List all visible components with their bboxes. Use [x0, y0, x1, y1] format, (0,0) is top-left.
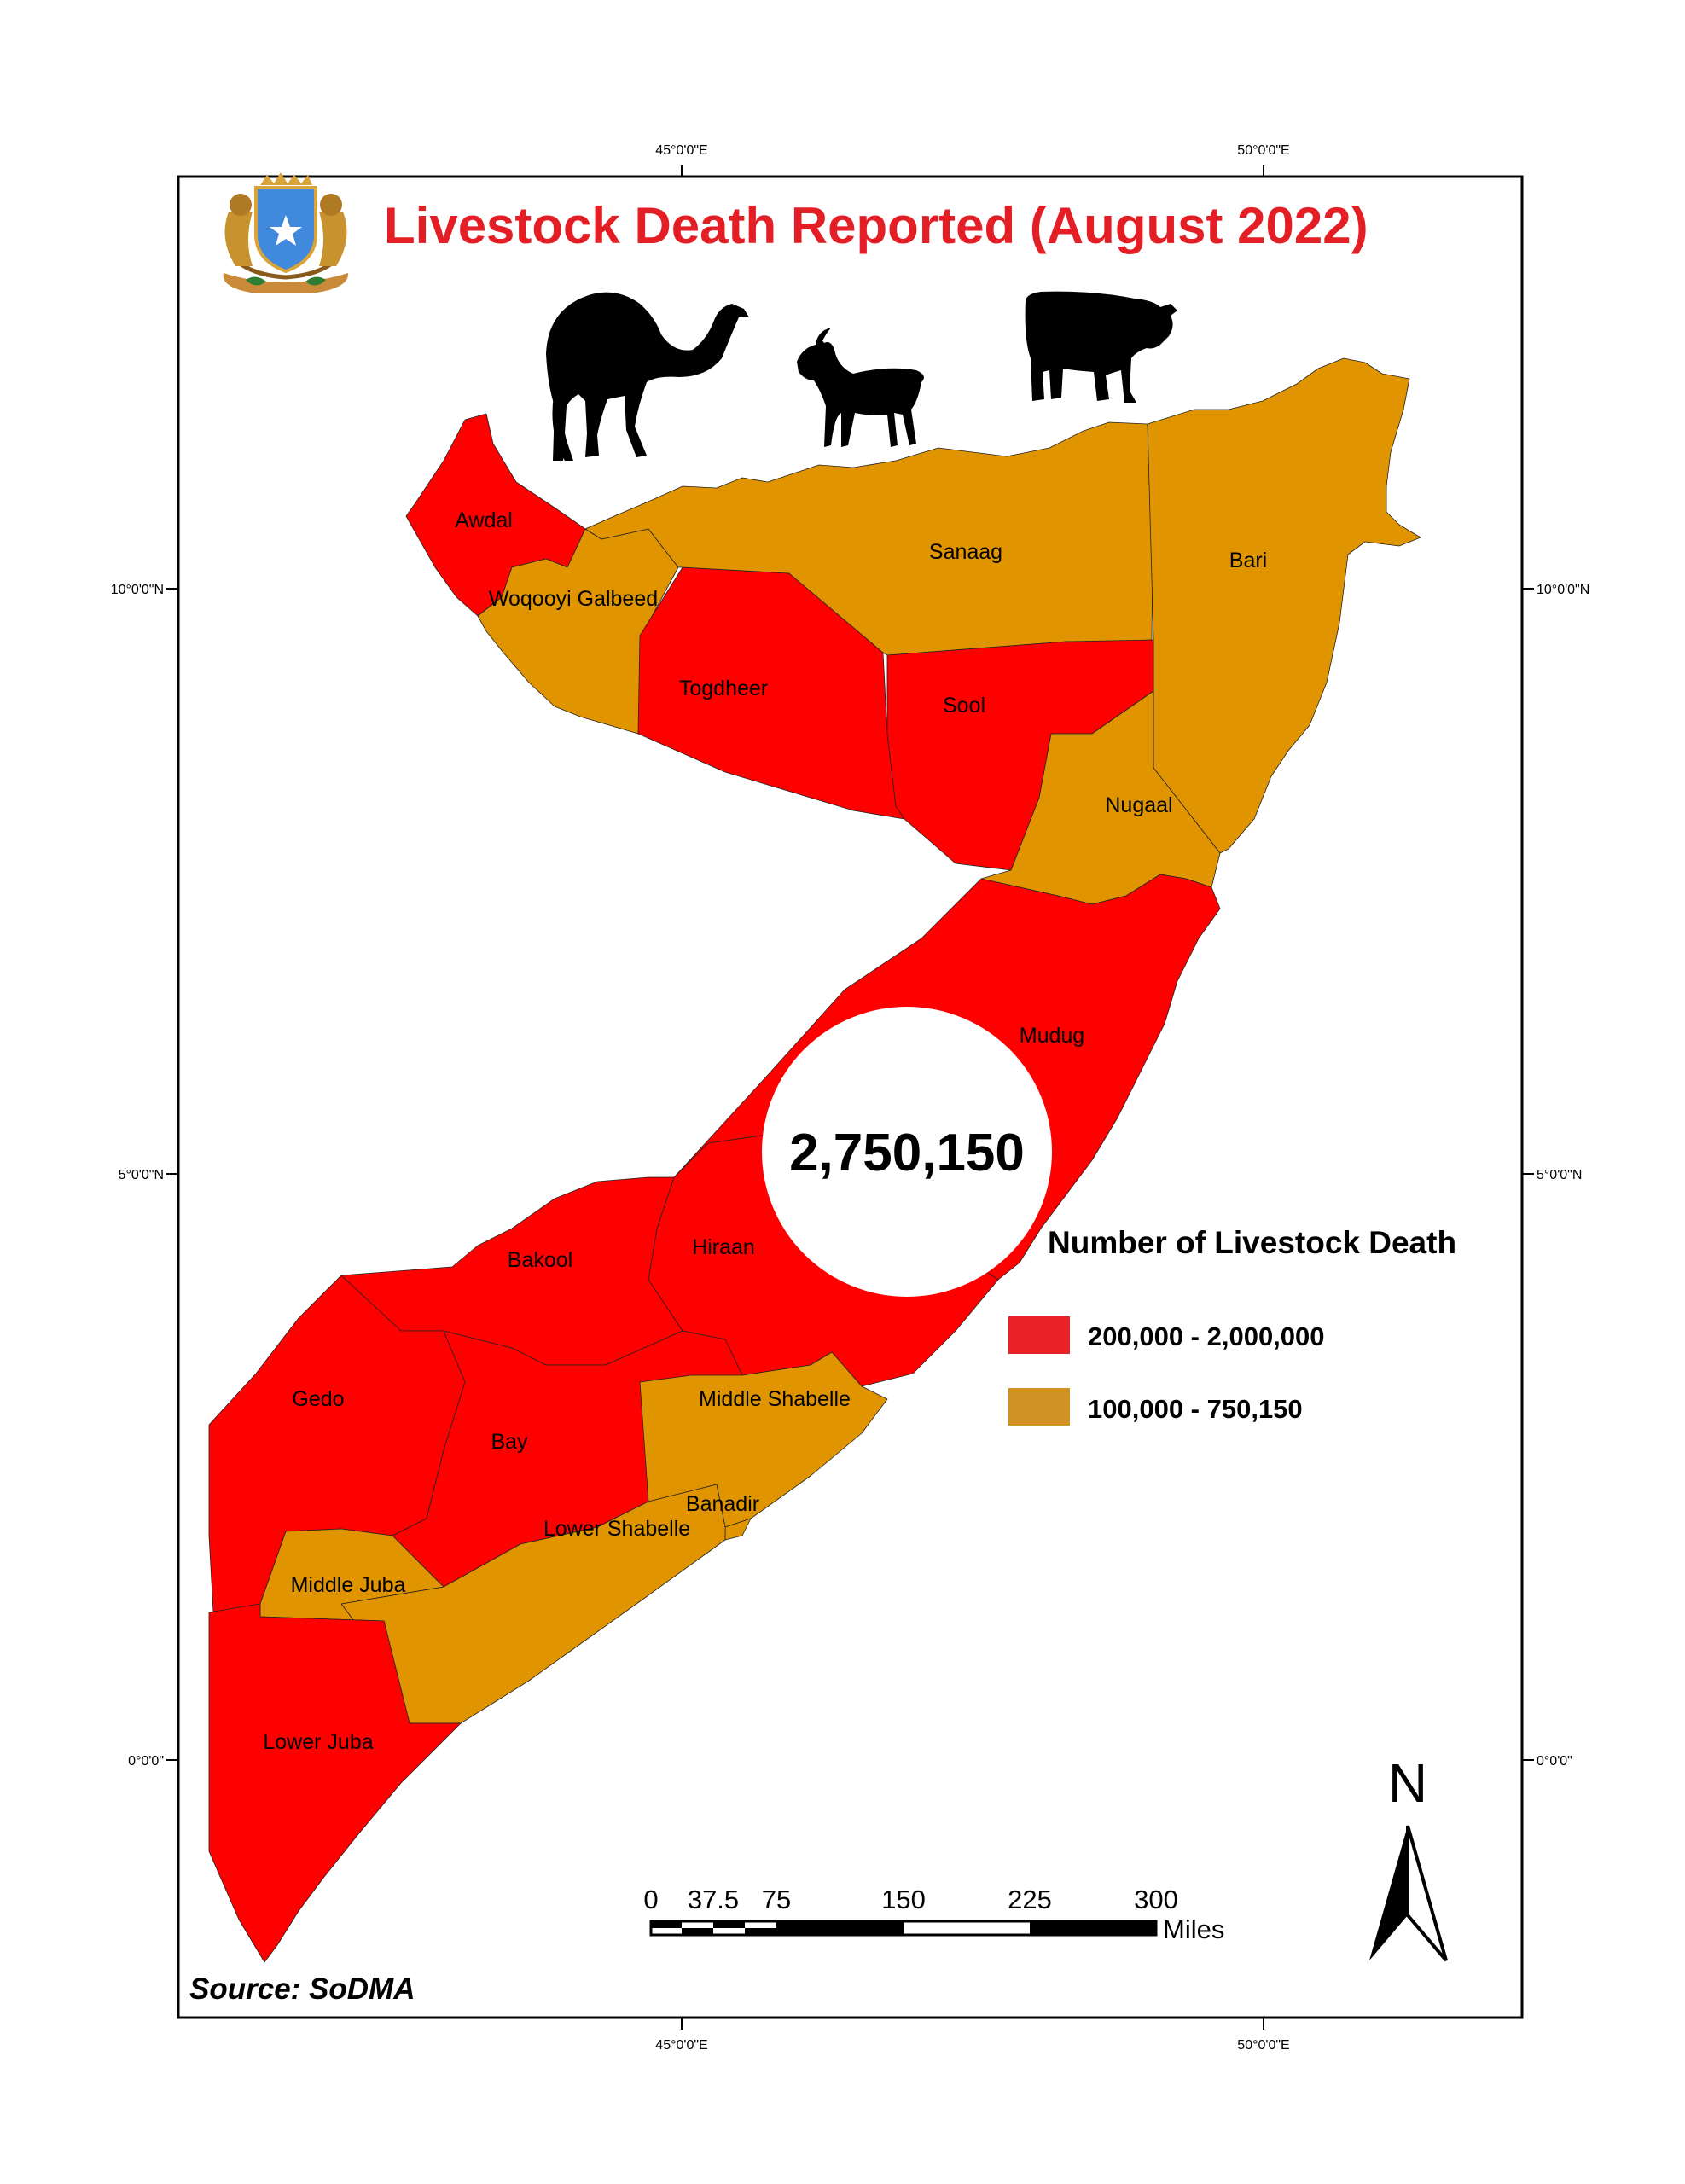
graticule-ticks — [166, 165, 1534, 2030]
region-shape-lower-juba — [208, 1603, 462, 1963]
legend-swatch-high — [1008, 1316, 1070, 1354]
lat-label-right-0: 0°0'0" — [1537, 1754, 1572, 1769]
scale-unit: Miles — [1163, 1914, 1224, 1944]
region-shape-bari — [1147, 357, 1421, 854]
region-shape-sanaag — [584, 421, 1154, 656]
cow-icon — [1025, 291, 1177, 403]
map-title: Livestock Death Reported (August 2022) — [384, 197, 1368, 254]
legend: Number of Livestock Death 200,000 - 2,00… — [1008, 1225, 1456, 1426]
lat-label-left-0: 0°0'0" — [128, 1754, 164, 1769]
legend-title: Number of Livestock Death — [1048, 1225, 1456, 1260]
goat-icon — [797, 328, 924, 447]
region-label-bay: Bay — [491, 1430, 528, 1454]
region-label-woqooyi-galbeed: Woqooyi Galbeed — [489, 587, 658, 611]
scale-tick-225: 225 — [1008, 1885, 1052, 1914]
region-label-togdheer: Togdheer — [679, 677, 768, 700]
region-label-bari: Bari — [1229, 549, 1267, 572]
lon-label-top-45: 45°0'0"E — [655, 143, 707, 158]
legend-label-low: 100,000 - 750,150 — [1088, 1394, 1303, 1424]
region-label-awdal: Awdal — [455, 508, 513, 532]
region-label-nugaal: Nugaal — [1105, 793, 1172, 817]
region-label-gedo: Gedo — [292, 1387, 344, 1411]
scale-tick-0: 0 — [643, 1885, 658, 1914]
legend-swatch-low — [1008, 1388, 1070, 1426]
region-label-bakool: Bakool — [508, 1248, 572, 1272]
region-label-sanaag: Sanaag — [929, 540, 1002, 564]
total-value: 2,750,150 — [789, 1124, 1025, 1182]
north-arrow-icon: N — [1369, 1752, 1448, 1962]
scale-tick-150: 150 — [881, 1885, 926, 1914]
lat-label-left-10: 10°0'0"N — [111, 583, 164, 597]
scale-tick-37.5: 37.5 — [688, 1885, 739, 1914]
lat-label-right-5: 5°0'0"N — [1537, 1168, 1582, 1182]
lon-label-bottom-50: 50°0'0"E — [1237, 2038, 1289, 2053]
scale-tick-75: 75 — [762, 1885, 791, 1914]
region-label-lower-shabelle: Lower Shabelle — [543, 1517, 690, 1541]
scale-tick-300: 300 — [1134, 1885, 1178, 1914]
source-text: Source: SoDMA — [189, 1972, 415, 2006]
region-label-lower-juba: Lower Juba — [263, 1730, 373, 1754]
camel-icon — [546, 292, 749, 461]
lon-label-top-50: 50°0'0"E — [1237, 143, 1289, 158]
scale-bar: 0 37.5 75 150 225 300 Miles — [643, 1885, 1224, 1944]
map-frame — [177, 175, 1524, 2019]
region-label-middle-shabelle: Middle Shabelle — [699, 1387, 851, 1411]
region-label-sool: Sool — [943, 694, 985, 717]
lon-label-bottom-45: 45°0'0"E — [655, 2038, 707, 2053]
somalia-map — [208, 357, 1421, 1963]
total-circle — [762, 1007, 1052, 1297]
lat-label-right-10: 10°0'0"N — [1537, 583, 1589, 597]
region-label-banadir: Banadir — [686, 1492, 759, 1516]
coat-of-arms-icon — [223, 172, 349, 293]
lat-label-left-5: 5°0'0"N — [119, 1168, 164, 1182]
legend-label-high: 200,000 - 2,000,000 — [1088, 1321, 1325, 1351]
region-labels: Awdal Woqooyi Galbeed Togdheer Sanaag So… — [263, 508, 1267, 1754]
region-label-mudug: Mudug — [1020, 1024, 1084, 1048]
north-label: N — [1388, 1752, 1427, 1814]
region-label-hiraan: Hiraan — [692, 1235, 755, 1259]
region-label-middle-juba: Middle Juba — [291, 1573, 406, 1597]
